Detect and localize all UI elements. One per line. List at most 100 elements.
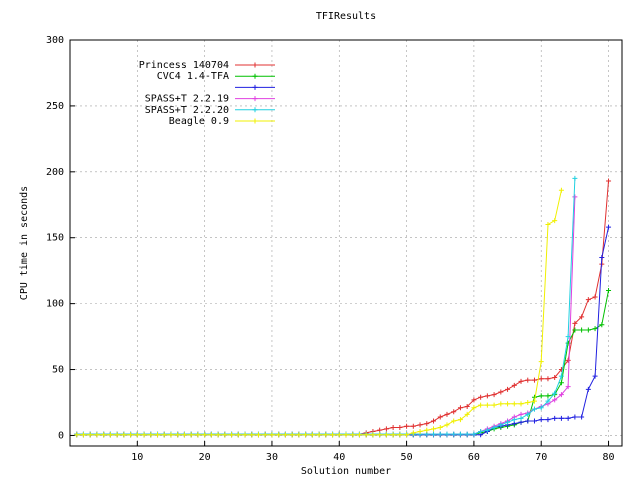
point-marker: [538, 417, 544, 423]
point-marker: [444, 431, 450, 437]
point-marker: [444, 422, 450, 428]
point-marker: [518, 415, 524, 421]
x-tick-label: 60: [468, 452, 480, 463]
point-marker: [451, 431, 457, 437]
point-marker: [545, 222, 551, 228]
point-marker: [525, 418, 531, 424]
point-marker: [363, 432, 369, 438]
point-marker: [518, 378, 524, 384]
point-marker: [531, 406, 537, 412]
point-marker: [431, 431, 437, 437]
point-marker: [478, 394, 484, 400]
point-marker: [195, 432, 201, 438]
point-marker: [336, 432, 342, 438]
plot-frame: [69, 39, 623, 447]
point-marker: [255, 432, 261, 438]
legend-marker: [252, 96, 258, 102]
point-marker: [404, 432, 410, 438]
point-marker: [498, 389, 504, 395]
point-marker: [215, 432, 221, 438]
point-marker: [606, 224, 612, 230]
legend-label: SPASS+T 2.2.19: [145, 94, 229, 105]
point-marker: [410, 430, 416, 436]
legend-marker: [252, 84, 258, 90]
point-marker: [397, 425, 403, 431]
point-marker: [585, 386, 591, 392]
point-marker: [525, 400, 531, 405]
point-marker: [181, 432, 187, 438]
point-marker: [518, 401, 524, 407]
point-marker: [464, 431, 470, 437]
point-marker: [107, 432, 113, 438]
point-marker: [552, 415, 558, 421]
point-marker: [572, 320, 578, 326]
point-marker: [235, 432, 241, 438]
point-marker: [579, 414, 585, 420]
y-tick-label: 0: [58, 430, 64, 441]
chart-title: TFIResults: [316, 11, 376, 22]
y-tick-label: 50: [52, 365, 64, 376]
point-marker: [525, 377, 531, 383]
point-marker: [558, 187, 564, 193]
x-tick-label: 10: [131, 452, 143, 463]
point-marker: [572, 175, 578, 181]
point-marker: [552, 397, 558, 403]
point-marker: [87, 432, 93, 438]
point-marker: [229, 432, 235, 438]
point-marker: [94, 432, 100, 438]
point-marker: [484, 393, 490, 399]
point-marker: [175, 432, 181, 438]
point-marker: [538, 405, 544, 411]
point-marker: [276, 432, 282, 438]
point-marker: [397, 432, 403, 438]
legend-marker: [252, 73, 258, 79]
point-marker: [282, 432, 288, 438]
point-marker: [296, 432, 302, 438]
point-marker: [269, 432, 275, 438]
point-marker: [437, 425, 443, 431]
point-marker: [498, 422, 504, 428]
point-marker: [309, 432, 315, 438]
point-marker: [242, 432, 248, 438]
point-marker: [101, 432, 107, 438]
point-marker: [451, 418, 457, 424]
point-marker: [74, 432, 80, 438]
point-marker: [484, 402, 490, 408]
point-marker: [531, 398, 537, 404]
point-marker: [202, 432, 208, 438]
point-marker: [80, 432, 86, 438]
point-marker: [249, 432, 255, 438]
point-marker: [538, 359, 544, 365]
x-axis-label: Solution number: [301, 466, 391, 477]
point-marker: [383, 426, 389, 432]
point-marker: [134, 432, 140, 438]
point-marker: [531, 418, 537, 424]
point-marker: [498, 401, 504, 407]
point-marker: [424, 427, 430, 433]
legend-label: Princess 140704: [139, 60, 229, 71]
point-marker: [545, 417, 551, 423]
point-marker: [410, 423, 416, 429]
point-marker: [565, 415, 571, 421]
point-marker: [471, 405, 477, 411]
point-marker: [552, 390, 558, 396]
point-marker: [599, 322, 605, 328]
point-marker: [558, 373, 564, 379]
x-tick-label: 30: [266, 452, 278, 463]
point-marker: [572, 327, 578, 333]
point-marker: [289, 432, 295, 438]
point-marker: [525, 411, 531, 417]
point-marker: [350, 432, 356, 438]
point-marker: [565, 384, 571, 390]
legend-label: Beagle 0.9: [169, 116, 229, 127]
point-marker: [491, 402, 497, 408]
point-marker: [592, 326, 598, 332]
point-marker: [424, 421, 430, 427]
point-marker: [558, 367, 564, 373]
point-marker: [478, 429, 484, 434]
point-marker: [585, 297, 591, 303]
legend-label: SPASS+T 2.2.20: [145, 105, 229, 116]
point-marker: [545, 393, 551, 399]
